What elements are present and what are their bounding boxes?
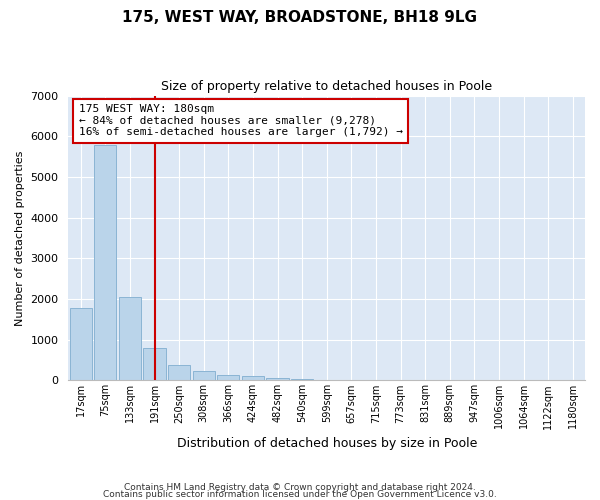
Bar [119, 296, 141, 380]
Bar [70, 308, 92, 380]
X-axis label: Distribution of detached houses by size in Poole: Distribution of detached houses by size … [176, 437, 477, 450]
Bar [242, 376, 264, 380]
Bar [143, 348, 166, 380]
Y-axis label: Number of detached properties: Number of detached properties [15, 150, 25, 326]
Bar [94, 145, 116, 380]
Bar [217, 375, 239, 380]
Text: 175, WEST WAY, BROADSTONE, BH18 9LG: 175, WEST WAY, BROADSTONE, BH18 9LG [122, 10, 478, 25]
Title: Size of property relative to detached houses in Poole: Size of property relative to detached ho… [161, 80, 492, 93]
Text: 175 WEST WAY: 180sqm
← 84% of detached houses are smaller (9,278)
16% of semi-de: 175 WEST WAY: 180sqm ← 84% of detached h… [79, 104, 403, 138]
Bar [193, 370, 215, 380]
Bar [266, 378, 289, 380]
Text: Contains public sector information licensed under the Open Government Licence v3: Contains public sector information licen… [103, 490, 497, 499]
Text: Contains HM Land Registry data © Crown copyright and database right 2024.: Contains HM Land Registry data © Crown c… [124, 484, 476, 492]
Bar [168, 364, 190, 380]
Bar [291, 379, 313, 380]
